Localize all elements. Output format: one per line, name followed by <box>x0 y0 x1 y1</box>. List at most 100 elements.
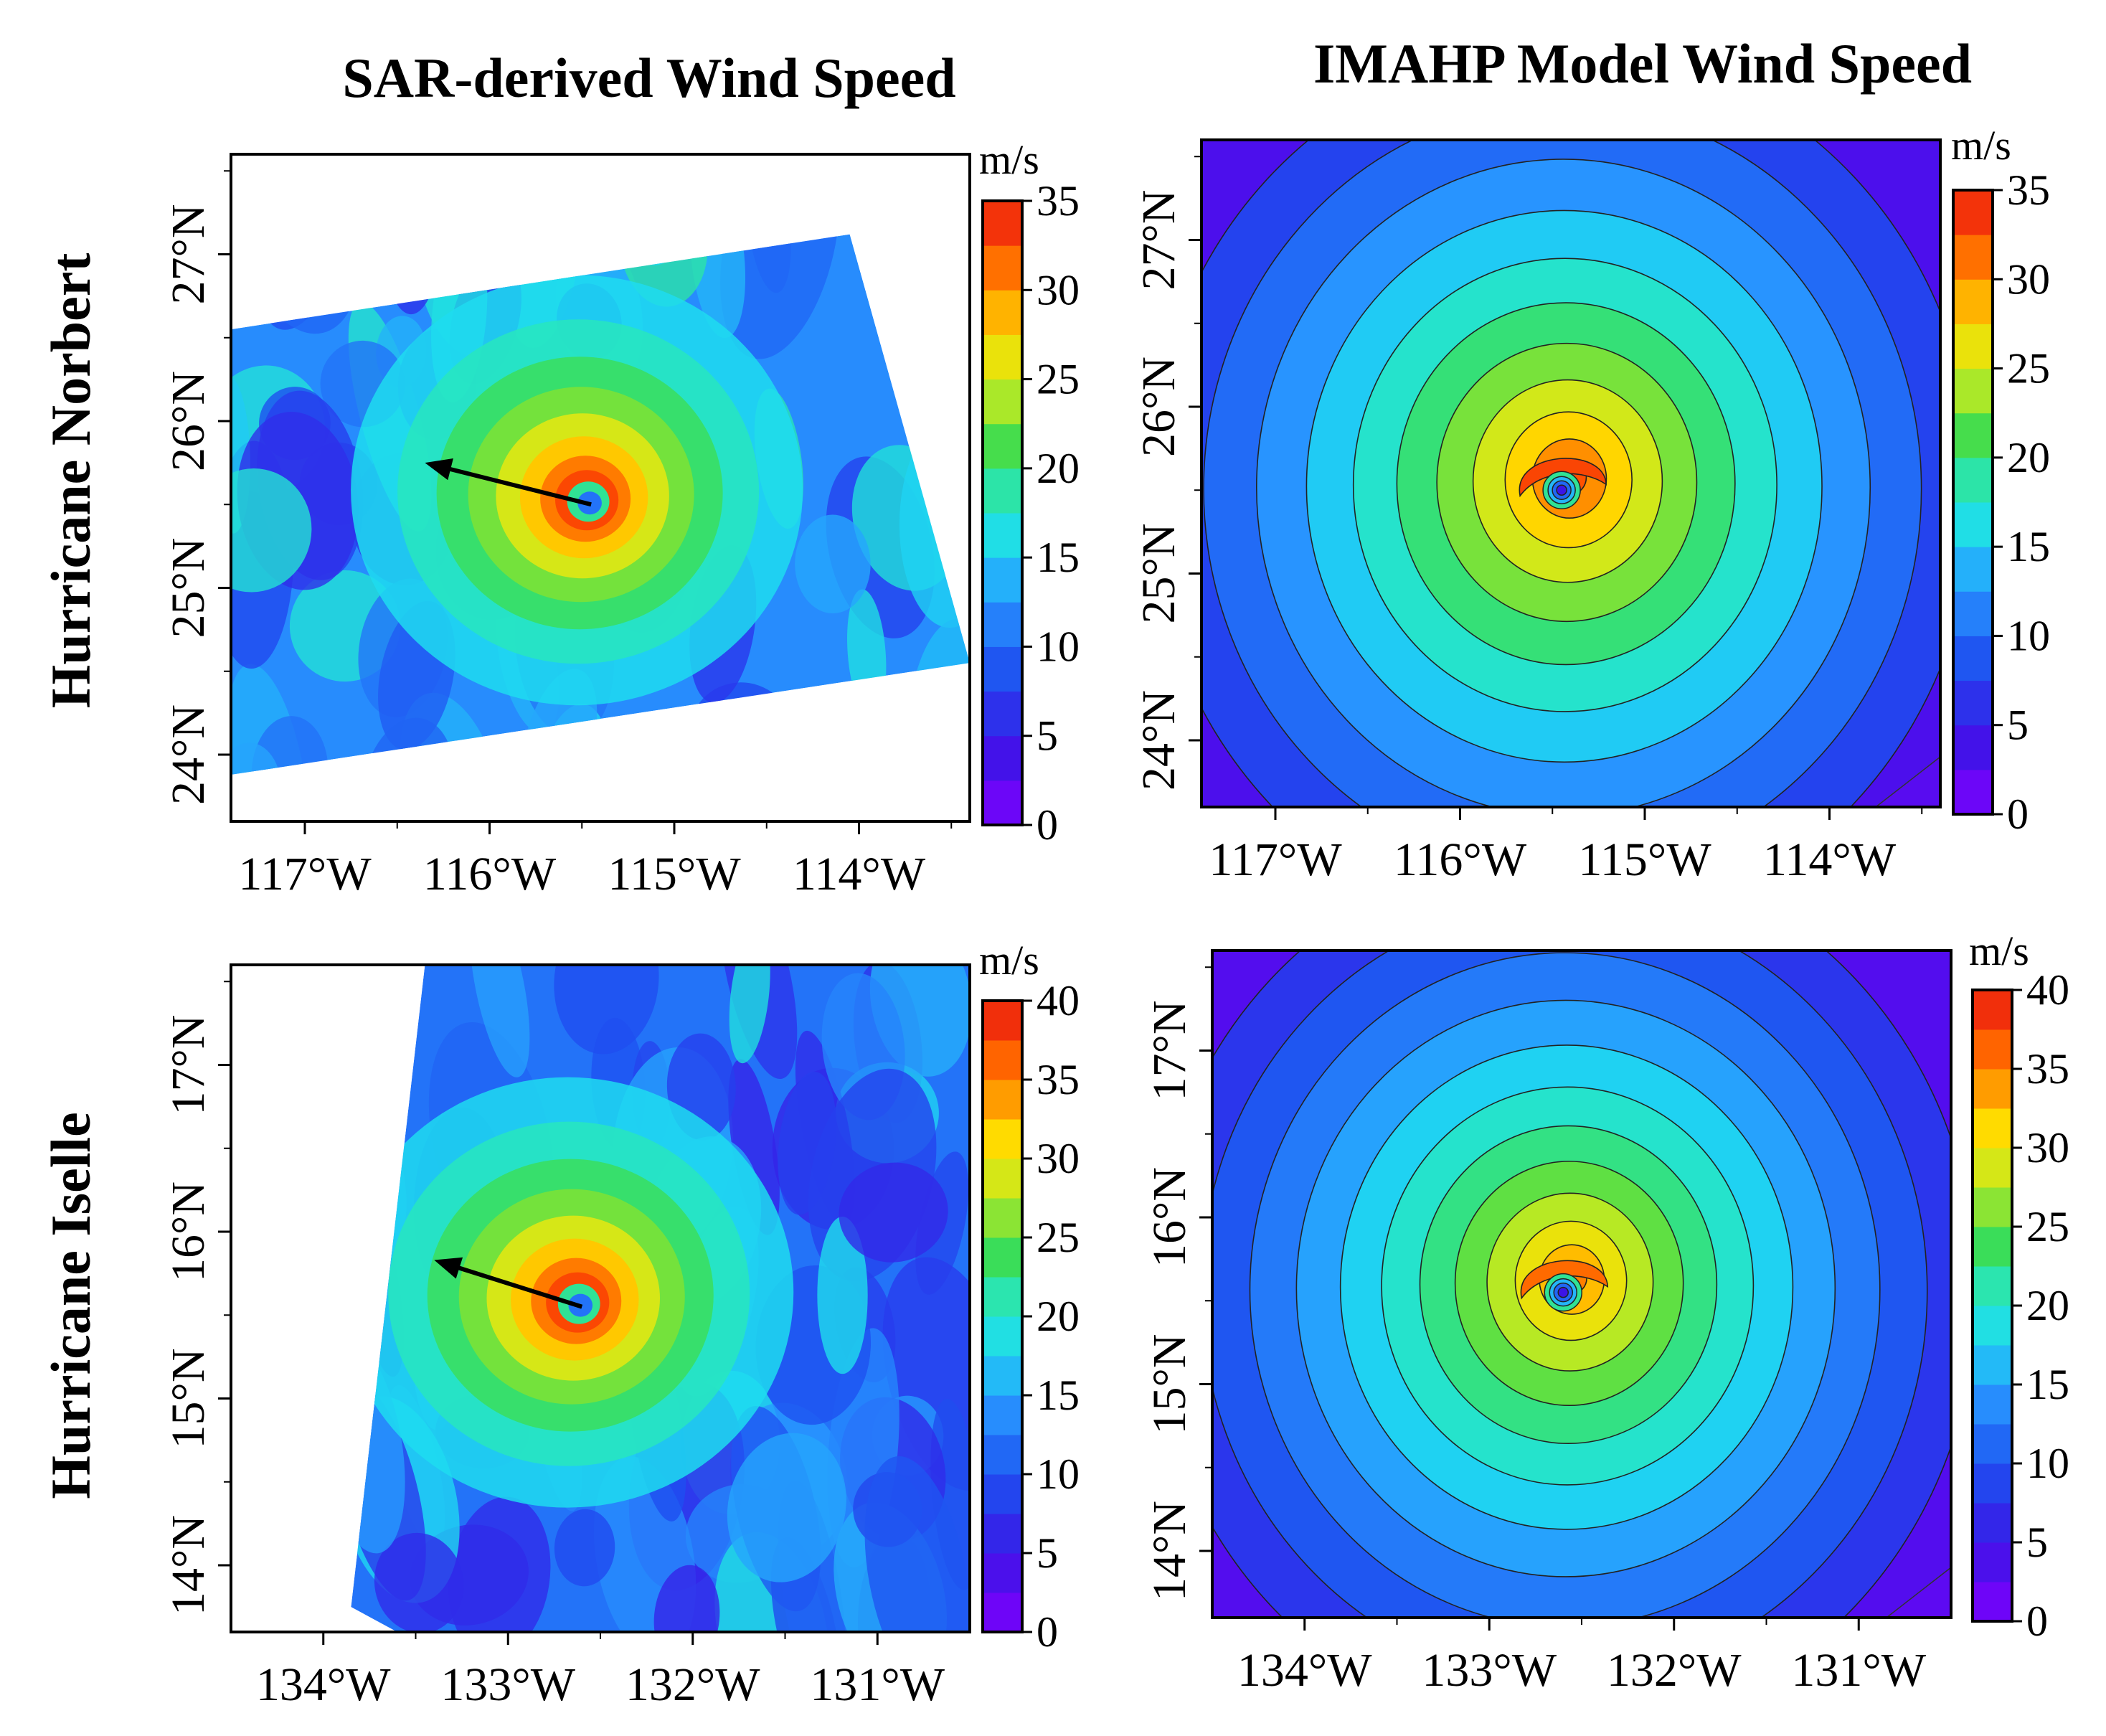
x-tick-label: 134°W <box>1237 1644 1372 1697</box>
colorbar-tick-label: 0 <box>1037 1608 1058 1656</box>
colorbar-segment <box>983 1277 1022 1317</box>
colorbar-segment <box>983 379 1022 425</box>
colorbar-tick-label: 25 <box>1037 356 1080 403</box>
colorbar-tick-label: 5 <box>2026 1519 2048 1566</box>
x-tick-label: 132°W <box>1607 1644 1742 1697</box>
colorbar-tick-label: 20 <box>1037 1293 1080 1340</box>
colorbar-segment <box>1973 1384 2012 1425</box>
colorbar-segment <box>1953 368 1993 414</box>
colorbar-segment <box>1973 1266 2012 1306</box>
x-tick-label: 114°W <box>1763 834 1897 886</box>
colorbar-segment <box>1973 1582 2012 1622</box>
wind-field <box>231 234 970 775</box>
wind-maximum <box>1519 458 1607 498</box>
colorbar-segment <box>983 201 1022 246</box>
colorbar-tick-label: 35 <box>2026 1045 2069 1093</box>
colorbar-segment <box>983 1040 1022 1080</box>
colorbar-segment <box>983 1080 1022 1120</box>
colorbar-tick-label: 30 <box>1037 266 1080 313</box>
colorbar-segment <box>1973 1306 2012 1346</box>
colorbar-tick-label: 5 <box>1037 712 1058 760</box>
x-tick-label: 115°W <box>1578 834 1711 886</box>
colorbar-segment <box>983 1474 1022 1514</box>
colorbar-tick-label: 5 <box>1037 1529 1058 1577</box>
colorbar-segment <box>983 780 1022 826</box>
motion-arrow <box>445 1262 583 1309</box>
colorbar-segment <box>1953 769 1993 815</box>
colorbar-tick-label: 10 <box>1037 1450 1080 1498</box>
motion-arrow <box>437 463 592 507</box>
colorbar-segment <box>983 1159 1022 1199</box>
sar-swath <box>231 234 970 775</box>
x-tick-label: 132°W <box>625 1659 760 1711</box>
colorbar-tick-label: 30 <box>2026 1124 2069 1171</box>
column-title-model: IMAHP Model Wind Speed <box>1313 32 1972 95</box>
motion-arrow-head <box>425 458 453 481</box>
colorbar-segment <box>1973 1227 2012 1267</box>
motion-arrow-head <box>434 1257 463 1279</box>
y-tick-label: 14°N <box>1143 1501 1196 1601</box>
colorbar-segment <box>1973 1542 2012 1582</box>
colorbar-tick-label: 35 <box>2007 166 2050 214</box>
x-tick-label: 115°W <box>608 848 741 900</box>
x-tick-label: 131°W <box>1791 1644 1926 1697</box>
y-tick-label: 17°N <box>162 1014 214 1115</box>
colorbar-segment <box>1973 1069 2012 1109</box>
colorbar-segment <box>983 513 1022 558</box>
panel-norbert-model: 117°W 116°W 115°W 114°W 24°N 25°N 26°N 27°N 0 5 10… <box>1133 122 2050 886</box>
colorbar-segment <box>983 691 1022 737</box>
y-tick-label: 25°N <box>1133 523 1185 623</box>
colorbar-tick-label: 0 <box>2007 791 2029 838</box>
y-tick-label: 27°N <box>162 204 214 304</box>
colorbar-segment <box>983 334 1022 380</box>
panel-iselle-model: 134°W 133°W 132°W 131°W 14°N 15°N 16°N 17°N 0 5 10… <box>1143 928 2069 1697</box>
panels: 117°W 116°W 115°W 114°W 24°N 25°N 26°N 27°N 0 5 10… <box>162 122 2069 1711</box>
wind-field <box>351 965 970 1632</box>
colorbar-segment <box>983 602 1022 647</box>
wind-field <box>1201 140 1940 807</box>
colorbar-segment <box>983 646 1022 692</box>
colorbar-tick-label: 35 <box>1037 1056 1080 1103</box>
colorbar: 0 5 10 15 20 25 30 35m/s <box>979 136 1080 849</box>
x-tick-label: 116°W <box>1394 834 1527 886</box>
colorbar-segment <box>983 1316 1022 1357</box>
panel-norbert-sar: 117°W 116°W 115°W 114°W 24°N 25°N 26°N 27°N 0 5 10… <box>162 136 1080 900</box>
colorbar-segment <box>983 1237 1022 1278</box>
colorbar-tick-label: 10 <box>2026 1440 2069 1487</box>
colorbar-tick-label: 35 <box>1037 177 1080 225</box>
colorbar-tick-label: 15 <box>1037 534 1080 581</box>
colorbar: 0 5 10 15 20 25 30 35 40m/s <box>1969 928 2069 1645</box>
colorbar-segment <box>1973 1424 2012 1464</box>
colorbar-segment <box>1953 412 1993 458</box>
colorbar-unit: m/s <box>1969 928 2029 974</box>
y-tick-label: 15°N <box>162 1348 214 1448</box>
colorbar: 0 5 10 15 20 25 30 35m/s <box>1951 122 2050 838</box>
y-tick-label: 16°N <box>1143 1167 1196 1268</box>
colorbar-segment <box>1953 190 1993 235</box>
x-tick-label: 117°W <box>238 848 372 900</box>
colorbar-segment <box>1953 591 1993 636</box>
colorbar-frame <box>981 199 1024 826</box>
colorbar-segment <box>983 1119 1022 1159</box>
y-tick-label: 17°N <box>1143 1000 1196 1100</box>
wind-field <box>1212 950 1951 1618</box>
colorbar-tick-label: 15 <box>1037 1372 1080 1419</box>
colorbar-tick-label: 5 <box>2007 702 2029 749</box>
x-tick-label: 114°W <box>793 848 926 900</box>
colorbar-segment <box>1953 279 1993 324</box>
x-tick-label: 116°W <box>423 848 557 900</box>
colorbar-segment <box>983 468 1022 514</box>
colorbar-segment <box>983 1395 1022 1435</box>
colorbar-segment <box>1953 457 1993 503</box>
y-tick-label: 26°N <box>162 371 214 471</box>
plot-frame <box>230 153 971 823</box>
colorbar-segment <box>983 1198 1022 1238</box>
colorbar-segment <box>1953 636 1993 681</box>
colorbar-segment <box>1973 1463 2012 1504</box>
panel-iselle-sar: 134°W 133°W 132°W 131°W 14°N 15°N 16°N 17°N 0 5 10… <box>162 937 1080 1711</box>
colorbar-tick-label: 25 <box>2026 1203 2069 1250</box>
y-tick-label: 24°N <box>1133 690 1185 791</box>
colorbar-segment <box>1973 1503 2012 1543</box>
colorbar-unit: m/s <box>979 136 1039 183</box>
